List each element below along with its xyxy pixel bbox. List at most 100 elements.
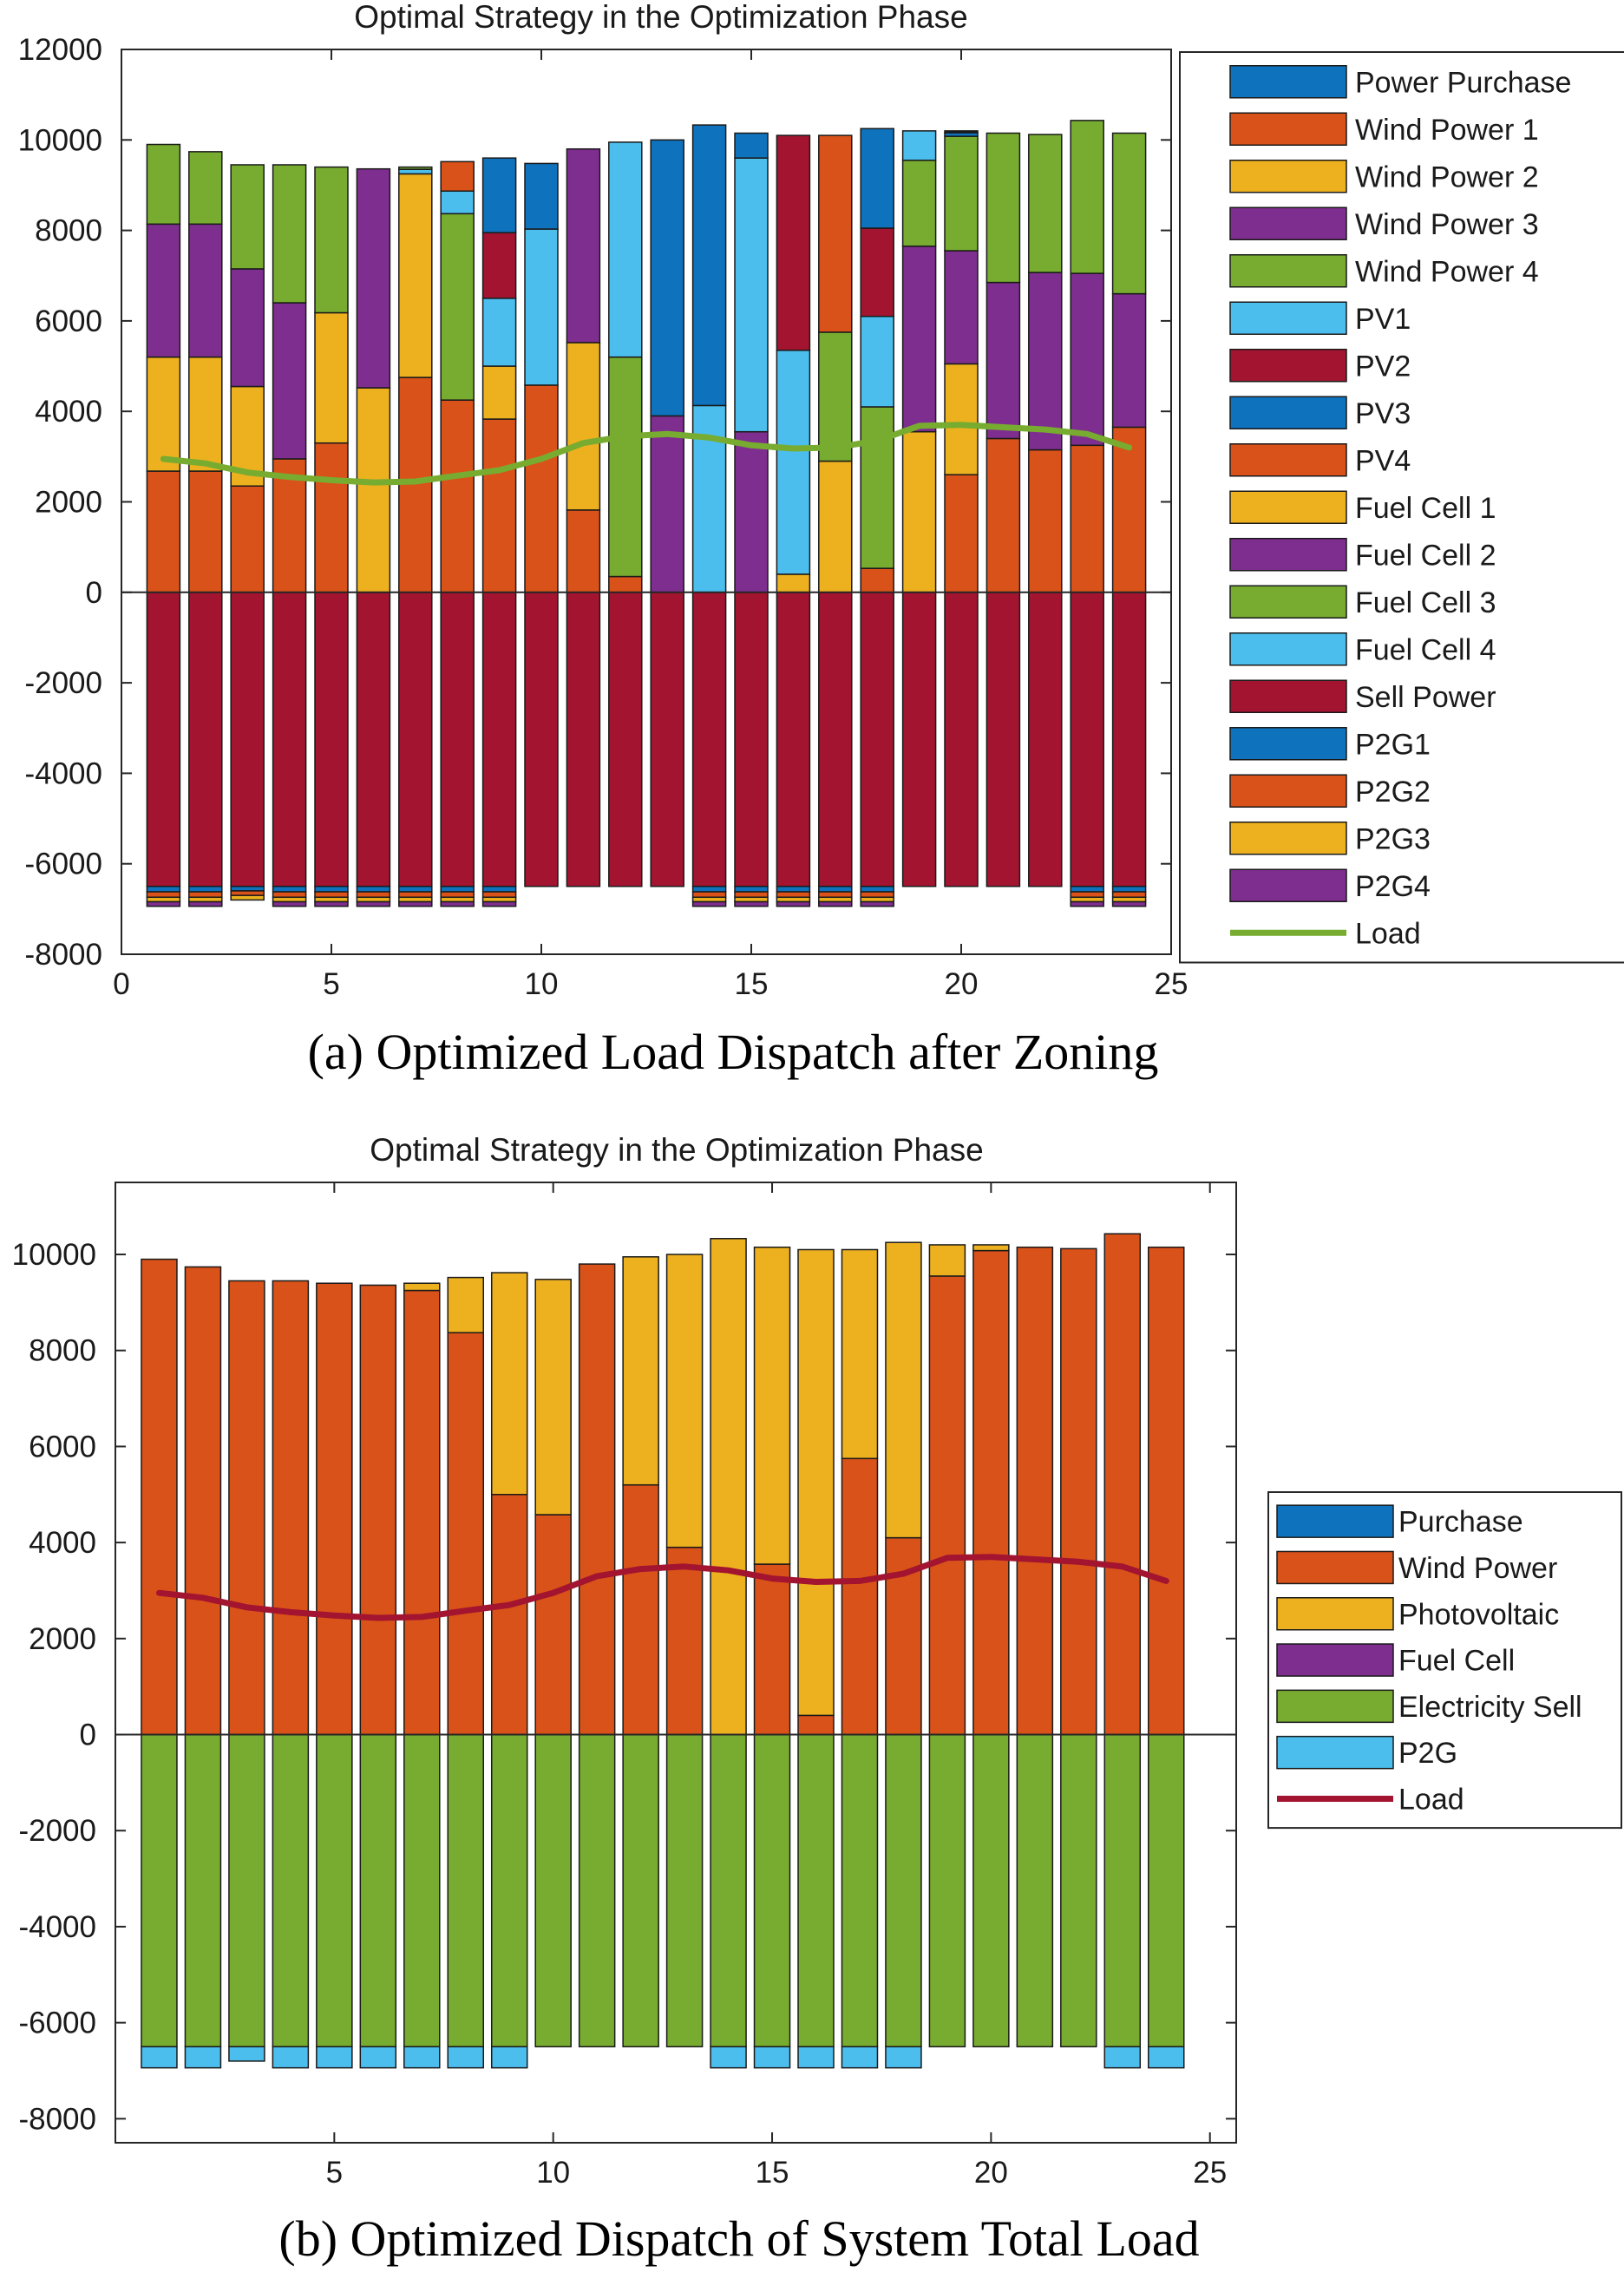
bar-segment-p2g2-8 <box>440 891 475 899</box>
y-tick-label-10000: 10000 <box>12 1238 96 1272</box>
x-tick-label-10: 10 <box>525 967 559 1001</box>
y-tick-label-8000: 8000 <box>35 214 102 248</box>
bar-group-23 <box>1070 120 1104 907</box>
bar-segment-pv-10 <box>534 1279 572 1516</box>
bar-group-8 <box>440 160 475 907</box>
legend-swatch-fc1 <box>1229 490 1347 524</box>
legend-swatch-pv2 <box>1229 349 1347 383</box>
bar-segment-wind-22 <box>1060 1247 1097 1736</box>
bar-segment-p2g1-23 <box>1070 886 1104 893</box>
legend-item-pp: Power Purchase <box>1229 65 1571 99</box>
chart-b: Optimal Strategy in the Optimization Pha… <box>12 1132 1622 2267</box>
x-tick-label-5: 5 <box>326 2156 343 2190</box>
bar-segment-p2g-18 <box>885 2046 922 2069</box>
bar-segment-p2g4-14 <box>691 900 727 907</box>
legend-label-pv: Photovoltaic <box>1398 1598 1559 1631</box>
bar-segment-p2g4-6 <box>356 900 391 907</box>
bar-group-17 <box>841 1248 879 2069</box>
bar-segment-sell-17 <box>818 592 853 887</box>
bar-segment-pv3-15 <box>734 132 769 159</box>
bar-segment-pv-16 <box>797 1248 835 1717</box>
bar-segment-w2-19 <box>901 430 937 593</box>
bar-group-20 <box>944 130 979 887</box>
bar-segment-sell-16 <box>776 592 811 887</box>
legend-swatch-fc3 <box>1229 585 1347 619</box>
bar-segment-p2g2-16 <box>776 891 811 899</box>
legend-label-pv3: PV3 <box>1355 397 1411 430</box>
bar-segment-p2g4-18 <box>860 900 894 907</box>
bar-segment-sell-8 <box>447 1733 484 2048</box>
y-tick-label-2000: 2000 <box>29 1622 96 1656</box>
bar-segment-p2g2-5 <box>314 891 349 899</box>
bar-segment-pv1-10 <box>524 228 559 386</box>
bar-group-15 <box>753 1246 791 2069</box>
bar-segment-w4-3 <box>230 164 265 270</box>
bar-segment-w1-11 <box>566 509 601 593</box>
bar-segment-w1-5 <box>314 442 349 593</box>
bar-segment-w4-2 <box>188 151 223 226</box>
bar-segment-p2g1-15 <box>734 886 769 893</box>
legend-swatch-sell <box>1276 1689 1394 1724</box>
bar-segment-w3-1 <box>146 223 181 358</box>
bar-segment-p2g-8 <box>447 2046 484 2069</box>
bar-segment-sell-20 <box>972 1733 1010 2048</box>
bar-group-14 <box>691 124 727 907</box>
bar-segment-p2g4-4 <box>272 900 307 907</box>
bar-segment-w4-20 <box>944 135 979 252</box>
bar-segment-p2g4-9 <box>481 900 517 907</box>
bar-segment-wind-16 <box>797 1714 835 1736</box>
y-tick-label-10000: 10000 <box>18 123 102 157</box>
bar-group-13 <box>650 139 684 887</box>
bar-segment-wind-19 <box>928 1275 966 1736</box>
bar-segment-w4-23 <box>1070 120 1104 274</box>
legend-label-pv1: PV1 <box>1355 303 1411 336</box>
y-tick-label-8000: 8000 <box>29 1334 96 1368</box>
bar-segment-w1-9 <box>481 418 517 593</box>
legend-item-w2: Wind Power 2 <box>1229 160 1539 193</box>
bar-group-18 <box>885 1241 922 2069</box>
legend-item-pv: Photovoltaic <box>1276 1597 1559 1631</box>
legend-label-w2: Wind Power 2 <box>1355 160 1539 193</box>
legend-label-pp: Power Purchase <box>1355 66 1571 99</box>
legend-swatch-wind <box>1276 1550 1394 1585</box>
bar-segment-sell-20 <box>944 592 979 887</box>
legend-item-pv4: PV4 <box>1229 443 1411 477</box>
bar-group-22 <box>1060 1247 1097 2048</box>
bar-segment-sell-2 <box>184 1733 222 2048</box>
legend-label-p2g2: P2G2 <box>1355 776 1431 809</box>
bar-segment-p2g3-17 <box>818 896 853 903</box>
bar-segment-p2g3-3 <box>230 894 265 901</box>
y-tick-label-0: 0 <box>86 576 102 610</box>
bar-segment-pv3-13 <box>650 139 684 417</box>
legend-item-w4: Wind Power 4 <box>1229 254 1539 288</box>
chart-b-caption: (b) Optimized Dispatch of System Total L… <box>278 2210 1199 2267</box>
bar-segment-sell-18 <box>860 592 894 887</box>
bar-segment-sell-23 <box>1103 1733 1142 2048</box>
chart-b-title: Optimal Strategy in the Optimization Pha… <box>370 1132 983 1168</box>
legend-item-p2g1: P2G1 <box>1229 727 1431 761</box>
bar-segment-sell-9 <box>490 1733 528 2048</box>
bar-segment-p2g2-2 <box>188 891 223 899</box>
legend-item-wind: Wind Power <box>1276 1550 1557 1585</box>
bar-segment-wind-13 <box>665 1546 704 1736</box>
bar-segment-p2g2-15 <box>734 891 769 899</box>
bar-segment-sell-11 <box>566 592 601 887</box>
legend-label-fc1: Fuel Cell 1 <box>1355 492 1496 525</box>
bar-segment-sell-16 <box>797 1733 835 2048</box>
bar-segment-pv-14 <box>710 1238 747 1736</box>
bar-segment-pv-18 <box>885 1241 922 1539</box>
bar-segment-p2g3-23 <box>1070 896 1104 903</box>
bar-segment-p2g3-1 <box>146 896 181 903</box>
legend-label-pur: Purchase <box>1398 1506 1523 1539</box>
y-tick-label--8000: -8000 <box>24 938 102 972</box>
legend-item-w1: Wind Power 1 <box>1229 112 1539 147</box>
bar-segment-p2g1-4 <box>272 886 307 893</box>
bar-segment-w4-1 <box>146 143 181 226</box>
legend-label-pv4: PV4 <box>1355 444 1411 477</box>
bar-segment-p2g1-18 <box>860 886 894 893</box>
x-tick-label-10: 10 <box>536 2156 570 2190</box>
bar-segment-w4-19 <box>901 160 937 247</box>
chart-a-load-line <box>160 422 1133 486</box>
load-series-line <box>156 1554 1169 1621</box>
bar-segment-w4-18 <box>860 406 894 569</box>
